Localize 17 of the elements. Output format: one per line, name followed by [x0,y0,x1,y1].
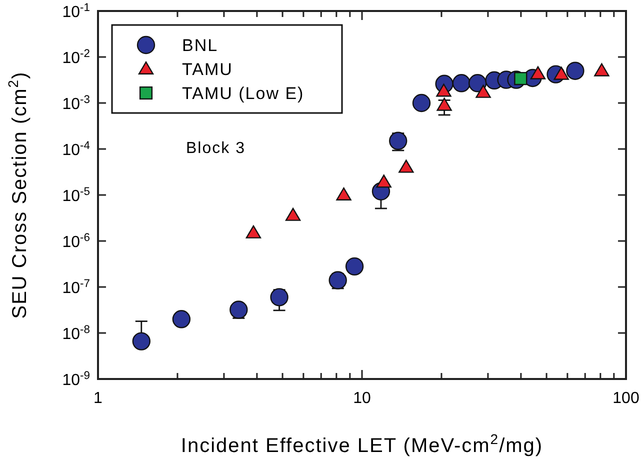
x-tick-label: 1 [94,390,103,407]
legend-label: TAMU [182,60,233,79]
y-tick-label: 10$^{-2}$ [62,48,90,67]
y-tick-label: 10$^{-8}$ [62,324,90,343]
x-tick-label: 10 [353,390,371,407]
y-tick-label: 10$^{-1}$ [62,2,90,21]
legend-label: BNL [182,36,218,55]
annotation: Block 3 [186,140,246,157]
y-tick-label: 10$^{-7}$ [62,278,90,297]
y-tick-label: 10$^{-3}$ [62,94,90,113]
y-tick-label: 10$^{-4}$ [62,140,90,159]
x-axis-title: Incident Effective LET (MeV-cm$^{2}$/mg) [180,431,544,457]
legend-label: TAMU (Low E) [182,84,304,103]
y-tick-label: 10$^{-5}$ [62,186,90,205]
y-tick-label: 10$^{-9}$ [62,370,90,389]
x-tick-label: 100 [612,390,640,407]
y-tick-label: 10$^{-6}$ [62,232,90,251]
